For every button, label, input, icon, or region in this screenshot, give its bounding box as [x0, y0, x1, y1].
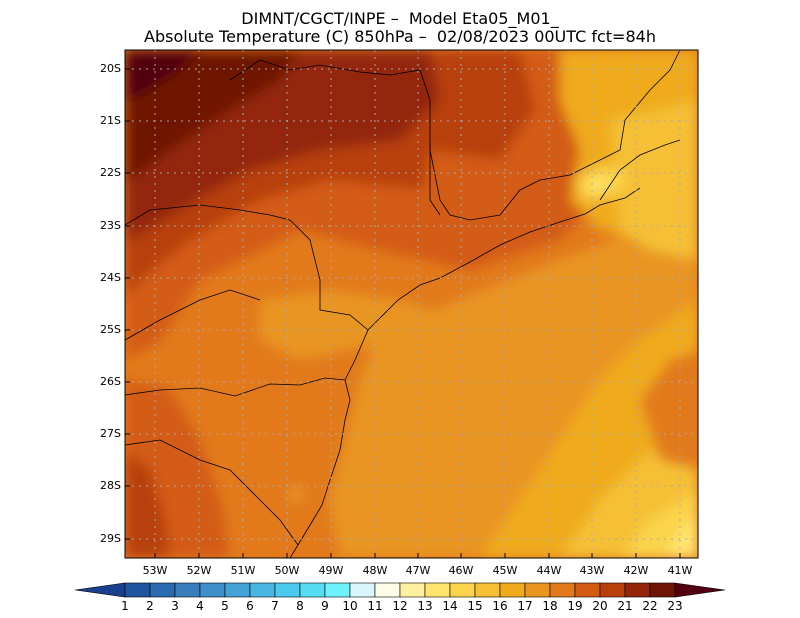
lon-label: 41W	[667, 564, 693, 577]
lon-label: 48W	[362, 564, 388, 577]
lat-label: 27S	[100, 427, 121, 440]
colorbar-label: 20	[592, 599, 608, 613]
lat-label: 22S	[100, 166, 121, 179]
lon-label: 51W	[230, 564, 256, 577]
colorbar-swatch	[474, 582, 501, 598]
lat-label: 24S	[100, 271, 121, 284]
lat-label: 20S	[100, 62, 121, 75]
colorbar-swatch	[374, 582, 401, 598]
temperature-field	[125, 50, 698, 558]
lat-label: 28S	[100, 479, 121, 492]
map-title-line1: DIMNT/CGCT/INPE – Model Eta05_M01_	[241, 9, 559, 28]
colorbar-swatch	[449, 582, 476, 598]
colorbar-swatch	[249, 582, 276, 598]
lon-label: 46W	[448, 564, 474, 577]
map-title-line2: Absolute Temperature (C) 850hPa – 02/08/…	[144, 27, 656, 46]
colorbar-label: 13	[417, 599, 433, 613]
colorbar-swatch	[274, 582, 301, 598]
colorbar-swatch	[399, 582, 426, 598]
colorbar-swatch	[674, 582, 726, 598]
colorbar-swatch	[499, 582, 526, 598]
colorbar-swatch	[624, 582, 651, 598]
colorbar-swatch	[224, 582, 251, 598]
colorbar-swatch	[74, 582, 126, 598]
graticule	[125, 50, 698, 558]
colorbar-label: 11	[367, 599, 383, 613]
colorbar-label: 19	[567, 599, 583, 613]
lat-label: 26S	[100, 375, 121, 388]
colorbar-label: 4	[196, 599, 204, 613]
colorbar-swatch	[599, 582, 626, 598]
colorbar-label: 18	[542, 599, 558, 613]
lon-label: 42W	[623, 564, 649, 577]
colorbar-label: 14	[442, 599, 458, 613]
colorbar-swatch	[549, 582, 576, 598]
colorbar-swatch	[424, 582, 451, 598]
colorbar-label: 17	[517, 599, 533, 613]
colorbar-label: 22	[642, 599, 658, 613]
map-frame	[124, 49, 699, 559]
colorbar-label: 7	[271, 599, 279, 613]
lon-label: 50W	[274, 564, 300, 577]
colorbar	[74, 582, 726, 598]
colorbar-swatch	[349, 582, 376, 598]
colorbar-label: 12	[392, 599, 408, 613]
colorbar-swatch	[124, 582, 151, 598]
lon-label: 44W	[536, 564, 562, 577]
colorbar-swatch	[174, 582, 201, 598]
colorbar-label: 6	[246, 599, 254, 613]
colorbar-label: 23	[667, 599, 683, 613]
colorbar-label: 8	[296, 599, 304, 613]
axis-ticks	[125, 68, 681, 558]
lat-label: 21S	[100, 114, 121, 127]
colorbar-swatch	[524, 582, 551, 598]
colorbar-swatch	[149, 582, 176, 598]
colorbar-label: 1	[121, 599, 129, 613]
colorbar-label: 15	[467, 599, 483, 613]
lon-label: 47W	[405, 564, 431, 577]
colorbar-label: 2	[146, 599, 154, 613]
colorbar-label: 9	[321, 599, 329, 613]
colorbar-label: 16	[492, 599, 508, 613]
colorbar-label: 10	[342, 599, 358, 613]
lat-label: 25S	[100, 323, 121, 336]
colorbar-swatch	[324, 582, 351, 598]
colorbar-label: 3	[171, 599, 179, 613]
lat-label: 23S	[100, 219, 121, 232]
colorbar-swatch	[574, 582, 601, 598]
coastline-borders	[125, 50, 681, 558]
lon-label: 43W	[579, 564, 605, 577]
lon-label: 53W	[142, 564, 168, 577]
colorbar-label: 21	[617, 599, 633, 613]
lat-label: 29S	[100, 532, 121, 545]
lon-label: 52W	[186, 564, 212, 577]
colorbar-swatch	[649, 582, 676, 598]
colorbar-label: 5	[221, 599, 229, 613]
colorbar-swatch	[199, 582, 226, 598]
lon-label: 45W	[492, 564, 518, 577]
colorbar-swatch	[299, 582, 326, 598]
lon-label: 49W	[318, 564, 344, 577]
